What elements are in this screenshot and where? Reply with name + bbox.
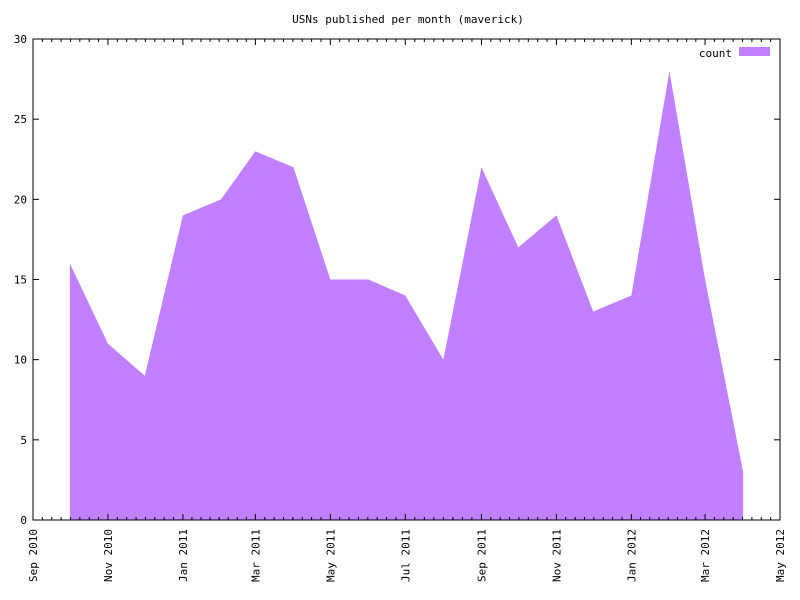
y-tick-label: 20 xyxy=(14,193,27,206)
series-area xyxy=(69,71,744,521)
y-tick-label: 30 xyxy=(14,33,27,46)
x-tick-label: Mar 2012 xyxy=(699,529,712,582)
tick-marks xyxy=(32,38,781,521)
legend-entry-swatch xyxy=(739,47,770,56)
x-tick-label: Sep 2010 xyxy=(27,529,40,582)
x-tick-label: Jul 2011 xyxy=(399,529,412,582)
tick-labels: 0 5 10 15 20 25 30 Sep 2010 Nov 2010 Jan 2011 Mar … xyxy=(14,33,787,582)
y-tick-label: 25 xyxy=(14,113,27,126)
x-tick-label: May 2012 xyxy=(774,529,787,582)
chart-title: USNs published per month (maverick) xyxy=(292,13,524,26)
x-tick-label: Jan 2011 xyxy=(177,529,190,582)
x-tick-label: Nov 2010 xyxy=(102,529,115,582)
y-tick-label: 0 xyxy=(20,514,27,527)
legend: count xyxy=(699,47,770,60)
x-tick-label: Nov 2011 xyxy=(550,529,563,582)
x-tick-label: Sep 2011 xyxy=(475,529,488,582)
x-tick-label: May 2011 xyxy=(324,529,337,582)
y-tick-label: 5 xyxy=(20,434,27,447)
legend-entry-label: count xyxy=(699,47,732,60)
y-tick-label: 15 xyxy=(14,274,27,287)
y-tick-label: 10 xyxy=(14,354,27,367)
x-tick-label: Mar 2011 xyxy=(249,529,262,582)
x-tick-label: Jan 2012 xyxy=(625,529,638,582)
series-area-layer xyxy=(69,71,744,521)
